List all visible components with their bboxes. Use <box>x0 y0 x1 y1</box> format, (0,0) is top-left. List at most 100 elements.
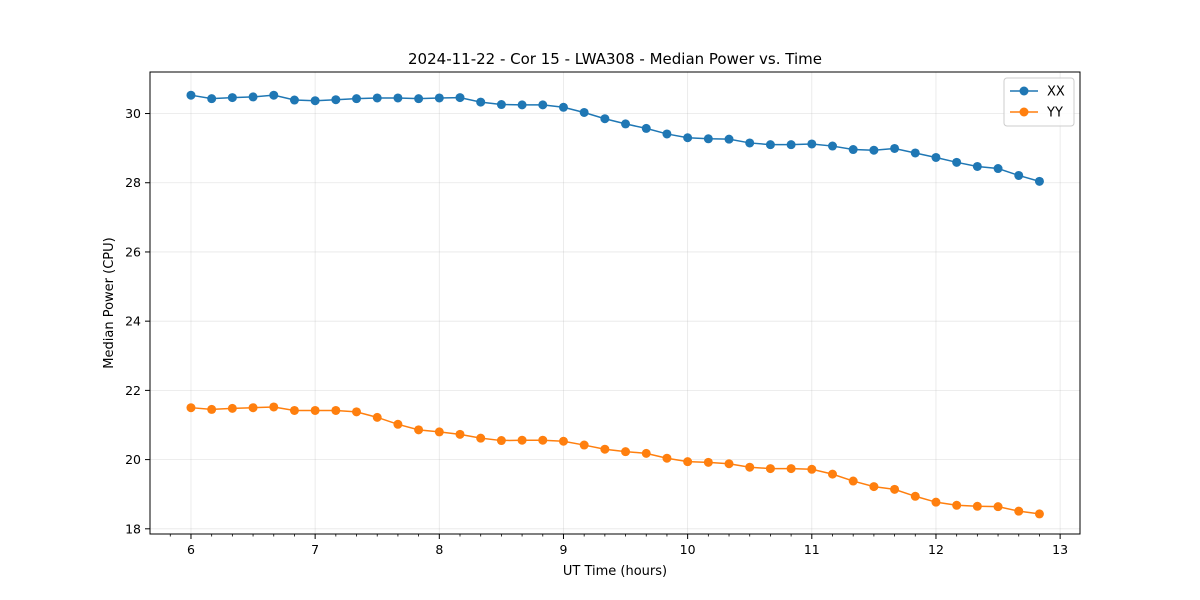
x-tick-label: 6 <box>187 542 195 557</box>
x-tick-label: 9 <box>559 542 567 557</box>
data-point-xx <box>931 152 941 162</box>
data-point-xx <box>786 140 796 150</box>
data-point-yy <box>372 412 382 422</box>
y-tick-label: 18 <box>125 521 141 536</box>
data-point-xx <box>869 145 879 155</box>
data-point-xx <box>496 100 506 110</box>
data-point-xx <box>600 114 610 124</box>
data-point-yy <box>765 464 775 474</box>
x-tick-label: 11 <box>804 542 820 557</box>
data-point-yy <box>393 419 403 429</box>
data-point-xx <box>662 129 672 139</box>
data-point-yy <box>952 500 962 510</box>
data-point-yy <box>496 436 506 446</box>
y-tick-label: 20 <box>125 452 141 467</box>
data-point-xx <box>745 138 755 148</box>
data-point-xx <box>848 145 858 155</box>
data-point-xx <box>683 133 693 143</box>
data-point-xx <box>641 123 651 133</box>
data-point-xx <box>248 92 258 102</box>
y-tick-label: 28 <box>125 175 141 190</box>
y-tick-label: 26 <box>125 244 141 259</box>
data-point-yy <box>1034 509 1044 519</box>
data-point-xx <box>227 93 237 103</box>
legend-swatch-marker-xx <box>1019 86 1029 96</box>
data-point-yy <box>227 403 237 413</box>
data-point-xx <box>952 157 962 167</box>
data-point-yy <box>186 403 196 413</box>
data-point-yy <box>248 403 258 413</box>
data-point-xx <box>331 95 341 105</box>
data-point-yy <box>476 433 486 443</box>
data-point-yy <box>910 491 920 501</box>
data-point-yy <box>331 405 341 415</box>
data-point-yy <box>352 407 362 417</box>
legend-label-xx: XX <box>1047 85 1065 100</box>
data-point-xx <box>558 102 568 112</box>
data-point-yy <box>558 436 568 446</box>
chart-title: 2024-11-22 - Cor 15 - LWA308 - Median Po… <box>408 50 822 68</box>
data-point-xx <box>476 97 486 107</box>
data-point-yy <box>600 444 610 454</box>
data-point-yy <box>869 482 879 492</box>
data-point-yy <box>414 425 424 435</box>
x-tick-label: 12 <box>928 542 944 557</box>
data-point-xx <box>724 134 734 144</box>
data-point-yy <box>434 427 444 437</box>
data-point-yy <box>269 402 279 412</box>
data-point-xx <box>890 143 900 153</box>
data-point-yy <box>621 447 631 457</box>
x-axis-label: UT Time (hours) <box>563 564 667 579</box>
legend-swatch-marker-yy <box>1019 107 1029 117</box>
legend: XX YY <box>1003 77 1075 127</box>
data-point-xx <box>207 94 217 104</box>
data-point-yy <box>1014 506 1024 516</box>
data-point-yy <box>641 448 651 458</box>
data-point-xx <box>807 139 817 149</box>
data-point-yy <box>662 453 672 463</box>
data-point-xx <box>414 94 424 104</box>
data-point-yy <box>310 405 320 415</box>
data-point-yy <box>455 429 465 439</box>
data-point-xx <box>828 141 837 151</box>
data-point-xx <box>1014 170 1024 180</box>
plot-area-frame <box>149 71 1081 535</box>
y-tick-label: 30 <box>125 106 141 121</box>
y-tick-label: 24 <box>125 314 141 329</box>
data-point-xx <box>310 96 320 106</box>
data-point-xx <box>621 119 631 129</box>
data-point-xx <box>269 90 279 100</box>
data-point-yy <box>828 469 837 479</box>
legend-label-yy: YY <box>1046 106 1063 121</box>
axis-ticks: 6 7 8 9 10 11 12 13 18 20 22 24 26 28 30 <box>125 106 1068 557</box>
data-point-xx <box>289 95 299 105</box>
data-point-xx <box>579 107 589 117</box>
y-axis-label: Median Power (CPU) <box>102 237 117 368</box>
data-point-xx <box>517 100 527 110</box>
data-point-xx <box>352 94 362 104</box>
data-point-yy <box>517 435 527 445</box>
x-tick-label: 13 <box>1052 542 1068 557</box>
data-point-yy <box>807 464 817 474</box>
series-xx <box>186 90 1044 186</box>
data-point-yy <box>703 457 713 467</box>
x-tick-label: 10 <box>680 542 696 557</box>
y-tick-label: 22 <box>125 383 141 398</box>
data-point-xx <box>765 140 775 150</box>
data-point-yy <box>993 502 1003 512</box>
data-point-xx <box>455 93 465 103</box>
data-point-xx <box>393 93 403 103</box>
data-point-xx <box>372 93 382 103</box>
data-point-xx <box>703 134 713 144</box>
series-layer <box>186 90 1044 519</box>
data-point-yy <box>538 435 548 445</box>
x-tick-label: 7 <box>311 542 319 557</box>
data-point-yy <box>724 459 734 469</box>
data-point-yy <box>289 405 299 415</box>
series-yy <box>186 402 1044 519</box>
data-point-xx <box>186 90 196 100</box>
data-point-xx <box>972 161 982 171</box>
data-point-xx <box>434 93 444 103</box>
